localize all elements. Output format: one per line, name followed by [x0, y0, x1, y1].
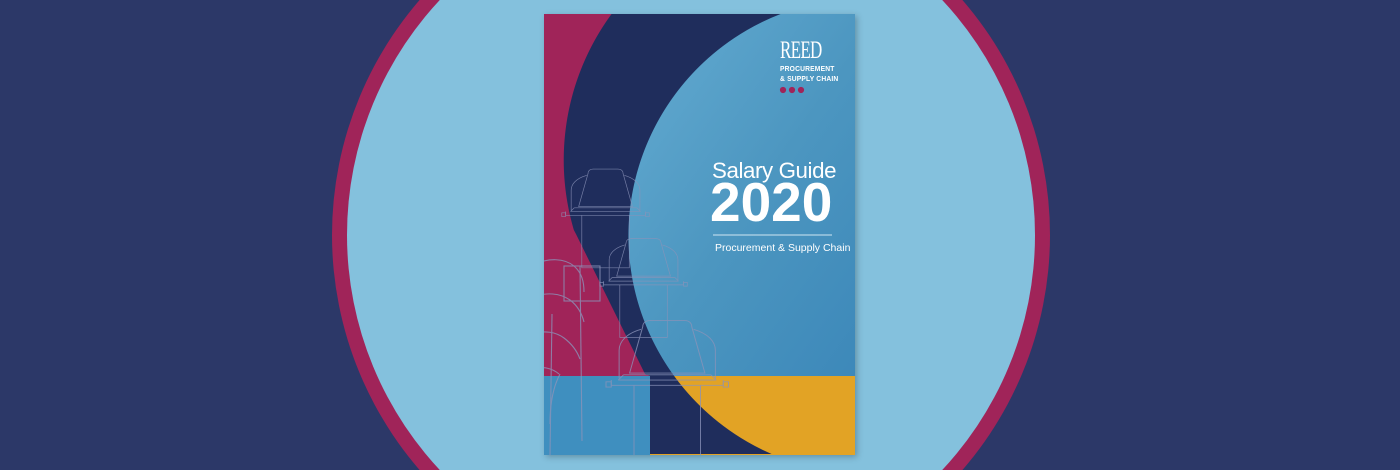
svg-text:REED: REED	[780, 36, 822, 64]
svg-text:Procurement & Supply Chain: Procurement & Supply Chain	[715, 242, 851, 254]
svg-text:PROCUREMENT: PROCUREMENT	[780, 66, 835, 73]
svg-text:& SUPPLY CHAIN: & SUPPLY CHAIN	[780, 76, 838, 83]
svg-text:2020: 2020	[710, 171, 832, 233]
